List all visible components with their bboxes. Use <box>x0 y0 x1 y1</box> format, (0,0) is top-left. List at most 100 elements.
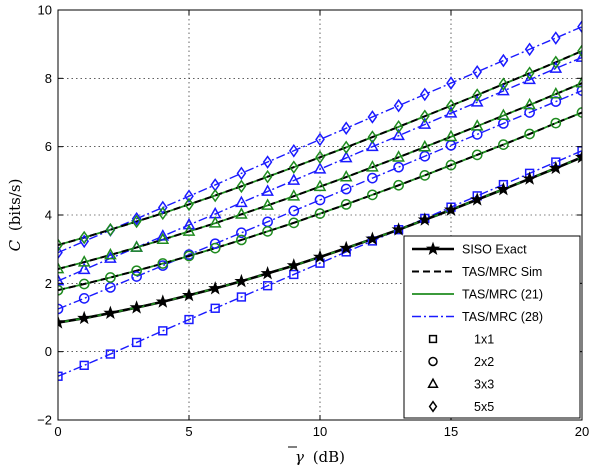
tas-mrc-21-point-3x3 <box>130 240 143 252</box>
tas-mrc-21-point-5x5 <box>58 238 63 252</box>
tas-mrc-28-point-1x1 <box>210 303 220 313</box>
siso-exact-point <box>312 249 328 264</box>
siso-exact-point <box>181 287 197 302</box>
tas-mrc-28-point-2x2 <box>393 161 404 173</box>
tas-mrc-21-point-3x3 <box>287 189 301 201</box>
siso-exact-point <box>77 310 92 325</box>
tas-mrc-21-point-2x2 <box>393 179 404 191</box>
tas-mrc-21-point-5x5 <box>105 222 116 237</box>
y-tick-label: 0 <box>45 344 52 359</box>
tas-mrc-28-point-2x2 <box>550 96 562 107</box>
siso-exact-point <box>548 160 563 175</box>
x-tick-label: 5 <box>185 424 192 439</box>
tas-mrc-21-point-2x2 <box>524 128 535 140</box>
series-group-5x5 <box>58 26 582 254</box>
tas-mrc-21-point-5x5 <box>419 109 430 124</box>
legend-marker <box>428 334 438 344</box>
series-group-2x2 <box>58 89 582 310</box>
tas-mrc-28-point-3x3 <box>497 83 510 96</box>
tas-mrc-21-point-2x2 <box>209 242 221 254</box>
tas-mrc-21-point-5x5 <box>210 188 221 203</box>
series-group-3x3 <box>58 56 582 282</box>
siso-exact-point <box>155 294 170 308</box>
siso-exact-point <box>391 222 406 236</box>
siso-exact-point <box>129 300 144 314</box>
legend-item-tas-mrc-sim: TAS/MRC Sim <box>412 265 542 279</box>
tas-mrc-21-point-5x5 <box>393 120 404 134</box>
marker-layer <box>58 19 582 381</box>
tas-mrc-21-point-5x5 <box>577 44 582 58</box>
x-axis-unit: (dB) <box>313 448 345 466</box>
tas-mrc-28-point-2x2 <box>78 293 90 304</box>
tas-mrc-28-point-1x1 <box>236 292 247 302</box>
y-tick-label: 8 <box>45 71 52 86</box>
legend-label: 5x5 <box>474 400 494 414</box>
legend-item-tas-mrc-21-: TAS/MRC (21) <box>412 288 543 302</box>
legend-item-1x1: 1x1 <box>428 333 494 347</box>
tas-mrc-21-point-5x5 <box>341 140 352 155</box>
tas-mrc-28-point-1x1 <box>262 281 273 291</box>
tas-mrc-21-point-5x5 <box>550 55 561 70</box>
tas-mrc-28-point-2x2 <box>524 107 535 118</box>
tas-mrc-21-point-2x2 <box>236 234 247 246</box>
y-tick-label: 6 <box>45 139 52 154</box>
tas-mrc-28-point-5x5 <box>58 245 63 260</box>
tas-mrc-28-point-3x3 <box>392 128 405 141</box>
tas-mrc-28-point-5x5 <box>315 132 325 147</box>
tas-mrc-21-point-5x5 <box>288 160 299 174</box>
x-axis-label: γ (dB) <box>295 448 345 466</box>
tas-mrc-21-point-2x2 <box>78 278 90 290</box>
tas-mrc-28-line-3x3 <box>58 56 582 282</box>
tas-mrc-28-point-3x3 <box>366 139 379 152</box>
siso-exact-point <box>103 305 118 320</box>
tas-mrc-28-point-5x5 <box>524 42 535 57</box>
tas-mrc-28-point-1x1 <box>289 269 299 280</box>
tas-mrc-sim-line-5x5 <box>58 50 582 247</box>
tas-mrc-28-point-1x1 <box>79 360 89 370</box>
tas-mrc-21-point-5x5 <box>498 77 509 91</box>
tas-mrc-21-point-3x3 <box>549 86 563 99</box>
legend-item-tas-mrc-28-: TAS/MRC (28) <box>412 310 543 324</box>
tas-mrc-28-point-2x2 <box>131 271 142 282</box>
tas-mrc-28-point-2x2 <box>419 150 431 162</box>
tas-mrc-21-point-2x2 <box>131 265 142 277</box>
tas-mrc-21-point-3x3 <box>418 139 432 152</box>
legend-marker <box>428 356 438 367</box>
siso-exact-point <box>522 171 537 185</box>
legend-item-5x5: 5x5 <box>428 400 494 414</box>
tas-mrc-28-point-3x3 <box>575 50 582 62</box>
y-tick-label: 2 <box>45 276 52 291</box>
tas-mrc-21-point-3x3 <box>392 150 405 162</box>
tas-mrc-28-point-3x3 <box>339 150 353 163</box>
x-tick-label: 10 <box>313 424 327 439</box>
tas-mrc-28-point-5x5 <box>550 31 561 45</box>
tas-mrc-21-point-3x3 <box>575 76 582 88</box>
tas-mrc-28-point-2x2 <box>367 172 378 184</box>
tas-mrc-21-point-5x5 <box>131 214 142 229</box>
siso-exact-point <box>470 192 485 206</box>
tas-mrc-21-point-2x2 <box>340 199 352 210</box>
legend-label: 3x3 <box>474 378 494 392</box>
x-tick-label: 15 <box>444 424 458 439</box>
tas-mrc-21-point-3x3 <box>497 108 510 121</box>
tas-mrc-21-point-2x2 <box>445 159 457 171</box>
tas-mrc-21-point-2x2 <box>288 217 300 229</box>
tas-mrc-21-point-3x3 <box>156 232 170 245</box>
tas-mrc-21-point-2x2 <box>262 226 273 237</box>
legend-label: TAS/MRC (21) <box>462 288 543 302</box>
tas-mrc-21-point-2x2 <box>498 139 509 150</box>
y-tick-label: −2 <box>37 413 52 428</box>
tas-mrc-21-point-3x3 <box>470 119 484 131</box>
tas-mrc-28-point-3x3 <box>182 217 196 230</box>
tas-mrc-21-point-5x5 <box>236 179 247 194</box>
tas-mrc-21-point-2x2 <box>471 149 483 161</box>
tas-mrc-21-point-3x3 <box>261 198 274 210</box>
tas-mrc-21-point-3x3 <box>444 129 458 142</box>
legend-star-marker <box>425 241 441 255</box>
legend-label: SISO Exact <box>462 243 527 257</box>
tas-mrc-28-point-3x3 <box>313 162 327 174</box>
tas-mrc-28-point-3x3 <box>58 273 65 286</box>
tas-mrc-28-line-5x5 <box>58 26 582 254</box>
tas-mrc-21-point-5x5 <box>315 150 325 165</box>
